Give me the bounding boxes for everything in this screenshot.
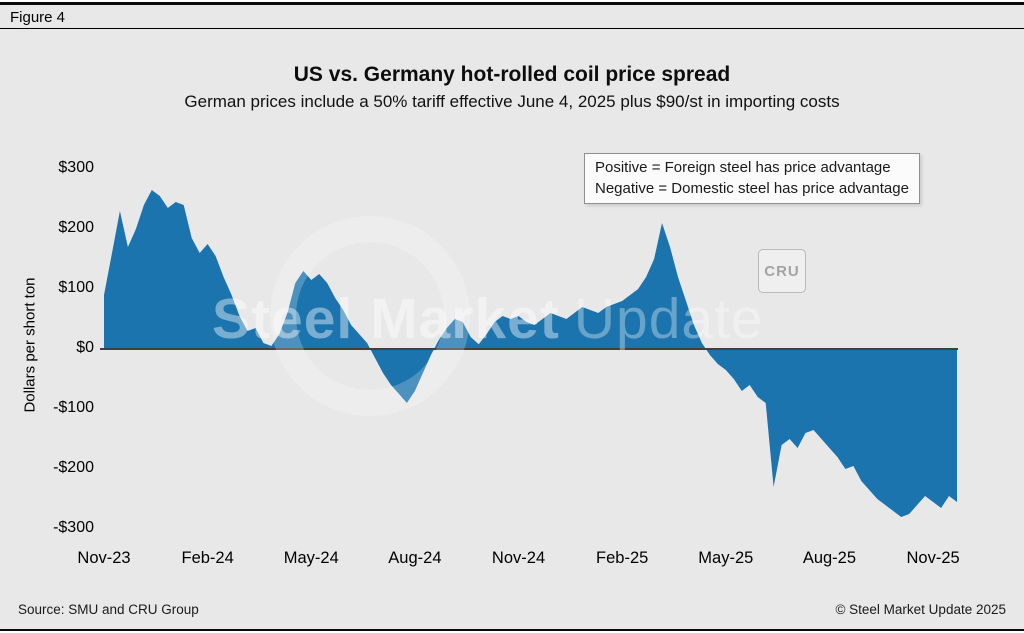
chart-subtitle: German prices include a 50% tariff effec… — [184, 92, 840, 111]
figure-rule — [0, 28, 1024, 29]
watermark-text: Steel Market Update — [212, 286, 764, 352]
bottom-border — [0, 629, 1024, 631]
y-axis-tick-label: $200 — [58, 219, 94, 236]
x-axis-tick-label: Feb-25 — [596, 549, 649, 567]
x-axis-tick-labels: Nov-23 Feb-24 May-24 Aug-24 Nov-24 Feb-25 May-… — [0, 549, 1024, 573]
y-axis-tick-label: -$100 — [53, 399, 94, 416]
legend-line-positive: Positive = Foreign steel has price advan… — [595, 159, 891, 176]
y-axis-tick-label: $100 — [58, 279, 94, 296]
x-axis-tick-label: Feb-24 — [181, 549, 234, 567]
watermark-steel-market: Steel Market — [212, 287, 560, 351]
watermark-update: Update — [573, 287, 764, 351]
legend-box: Positive = Foreign steel has price advan… — [584, 153, 920, 204]
source-note: Source: SMU and CRU Group — [18, 602, 199, 617]
y-axis-tick-label: -$200 — [53, 459, 94, 476]
top-border — [0, 2, 1024, 5]
x-axis-tick-label: Aug-25 — [802, 549, 857, 567]
legend-line-negative: Negative = Domestic steel has price adva… — [595, 180, 909, 197]
y-axis-tick-labels: $300 $200 $100 $0 -$100 -$200 -$300 — [0, 0, 96, 633]
x-axis-tick-label: Nov-25 — [906, 549, 960, 567]
price-spread-area — [104, 190, 957, 517]
y-axis-tick-label: -$300 — [53, 519, 94, 536]
y-axis-tick-label: $300 — [58, 159, 94, 176]
copyright-note: © Steel Market Update 2025 — [835, 602, 1006, 617]
x-axis-tick-label: May-24 — [283, 549, 339, 567]
cru-logo-badge: CRU — [758, 249, 806, 293]
x-axis-tick-label: May-25 — [698, 549, 754, 567]
chart-title: US vs. Germany hot-rolled coil price spr… — [293, 63, 731, 86]
y-axis-tick-label: $0 — [76, 339, 94, 356]
figure-label: Figure 4 — [10, 9, 66, 26]
x-axis-tick-label: Nov-24 — [491, 549, 546, 567]
top-margin — [0, 0, 1024, 2]
x-axis-tick-label: Aug-24 — [388, 549, 442, 567]
x-axis-tick-label: Nov-23 — [77, 549, 131, 567]
bottom-margin — [0, 631, 1024, 633]
